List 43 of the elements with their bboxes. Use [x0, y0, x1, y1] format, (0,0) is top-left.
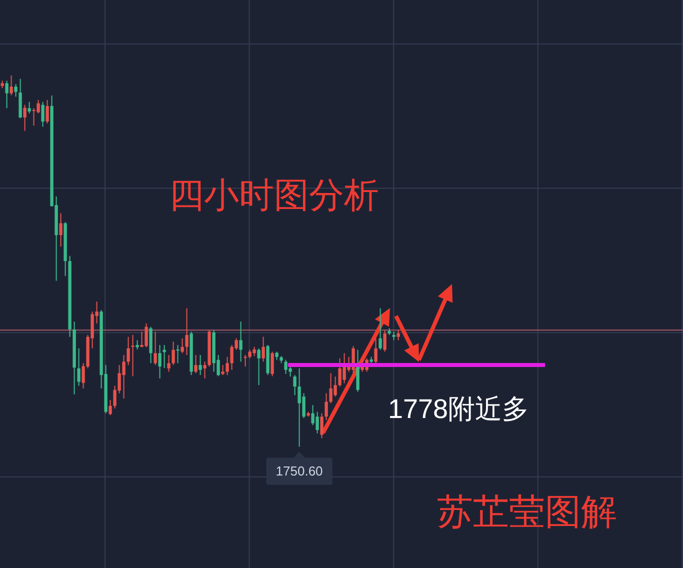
- annotation: 1750.60: [276, 464, 323, 479]
- candlestick: [324, 392, 328, 420]
- candlestick: [14, 84, 18, 98]
- candlestick: [5, 80, 8, 109]
- candlestick: [172, 341, 175, 366]
- candlestick: [154, 331, 157, 366]
- ref-line-label: 1778附近多: [388, 394, 530, 424]
- candlestick: [194, 354, 198, 374]
- candlestick: [158, 344, 162, 379]
- candlestick: [203, 361, 206, 379]
- candlestick: [10, 75, 13, 96]
- candlestick: [257, 348, 260, 386]
- candlestick: [244, 354, 247, 368]
- candlestick: [320, 412, 324, 439]
- candlestick: [23, 104, 26, 132]
- candlestick: [77, 348, 80, 386]
- candlestick: [136, 340, 139, 350]
- candlestick: [383, 330, 386, 352]
- candlestick: [131, 334, 134, 377]
- candlestick: [239, 321, 242, 362]
- candlestick: [167, 354, 170, 372]
- candlestick: [378, 308, 382, 350]
- candlestick: [41, 101, 44, 128]
- candlestick: [59, 212, 62, 248]
- text: 苏芷莹图解: [437, 491, 617, 532]
- candlestick: [198, 354, 202, 376]
- candlestick: [221, 364, 224, 376]
- candlestick: [108, 399, 112, 416]
- candlestick: [185, 308, 188, 356]
- candlestick: [180, 338, 184, 354]
- candlestick: [28, 101, 31, 114]
- candlestick: [293, 374, 296, 396]
- text: 四小时图分析: [169, 176, 379, 215]
- candlestick: [226, 356, 229, 376]
- candlestick: [396, 330, 400, 341]
- candlestick: [126, 336, 130, 366]
- candlestick: [356, 349, 360, 392]
- candlestick: [270, 351, 274, 377]
- candlestick: [262, 336, 265, 362]
- candlestick: [162, 344, 166, 369]
- candlestick: [374, 338, 378, 364]
- candlestick: [46, 100, 49, 124]
- candlestick: [176, 344, 180, 364]
